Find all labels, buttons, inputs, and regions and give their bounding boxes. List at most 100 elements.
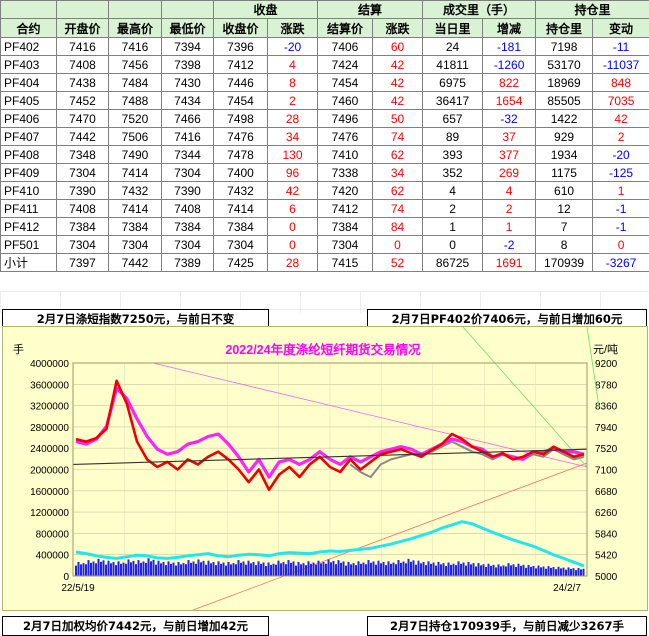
- value-cell: 7476: [214, 128, 268, 146]
- volume-bar: [120, 564, 122, 576]
- volume-bar: [205, 565, 207, 576]
- column-header: 涨跌: [373, 19, 423, 38]
- header-settle: 结算: [318, 1, 423, 19]
- right-tick-label: 6680: [595, 487, 618, 498]
- volume-bar: [143, 561, 145, 576]
- volume-bar: [158, 561, 160, 576]
- column-header: 开盘价: [57, 19, 109, 38]
- volume-bar: [165, 565, 167, 576]
- volume-bar: [560, 568, 562, 576]
- volume-bar: [75, 566, 77, 576]
- volume-bar: [208, 561, 210, 576]
- value-cell: 7384: [109, 218, 162, 236]
- volume-bar: [570, 569, 572, 576]
- volume-bar: [545, 569, 547, 576]
- futures-chart: 4000000360000032000002800000240000020000…: [3, 327, 647, 610]
- value-cell: 1691: [483, 254, 536, 272]
- volume-bar: [393, 563, 395, 576]
- volume-bar: [465, 566, 467, 576]
- volume-bar: [155, 565, 157, 576]
- value-cell: 7408: [162, 200, 214, 218]
- value-cell: 2: [423, 200, 483, 218]
- value-cell: 7398: [162, 56, 214, 74]
- volume-bar: [98, 559, 100, 576]
- left-tick-label: 1600000: [30, 487, 69, 498]
- value-cell: 7432: [109, 182, 162, 200]
- value-cell: 42: [593, 110, 649, 128]
- value-cell: 50: [373, 110, 423, 128]
- volume-bar: [160, 563, 162, 576]
- value-cell: 7304: [162, 164, 214, 182]
- value-cell: -1260: [483, 56, 536, 74]
- volume-bar: [500, 566, 502, 576]
- volume-bar: [215, 565, 217, 576]
- value-cell: 7456: [109, 56, 162, 74]
- left-unit: 手: [13, 342, 24, 356]
- volume-bar: [330, 562, 332, 576]
- volume-bar: [518, 564, 520, 576]
- volume-bar: [123, 563, 125, 576]
- contract-cell: PF412: [1, 218, 57, 236]
- volume-bar: [390, 564, 392, 576]
- quotes-table: 收盘 结算 成交里（手） 持仓里 合约开盘价最高价最低价收盘价涨跌结算价涨跌当日…: [0, 0, 649, 272]
- value-cell: 7384: [57, 218, 109, 236]
- right-tick-label: 6260: [595, 508, 618, 519]
- value-cell: 52: [373, 254, 423, 272]
- right-tick-label: 7940: [595, 423, 618, 434]
- value-cell: 74: [373, 128, 423, 146]
- volume-bar: [203, 561, 205, 576]
- value-cell: 1934: [536, 146, 593, 164]
- note-weighted-price: 2月7日加权均价7442元，与前日增加42元: [2, 616, 269, 636]
- value-cell: 84: [373, 218, 423, 236]
- volume-bar: [253, 562, 255, 576]
- volume-bar: [380, 563, 382, 576]
- volume-bar: [448, 563, 450, 576]
- volume-bar: [115, 565, 117, 576]
- value-cell: 7460: [318, 92, 373, 110]
- volume-bar: [298, 562, 300, 576]
- volume-bar: [230, 564, 232, 576]
- value-cell: 377: [483, 146, 536, 164]
- volume-bar: [398, 560, 400, 576]
- value-cell: 34: [268, 128, 318, 146]
- volume-bar: [580, 569, 582, 576]
- volume-bar: [403, 561, 405, 576]
- volume-bar: [78, 562, 80, 576]
- volume-bar: [188, 560, 190, 576]
- value-cell: 4: [268, 56, 318, 74]
- value-cell: 7434: [162, 92, 214, 110]
- header-open-interest: 持仓里: [536, 1, 649, 19]
- volume-bar: [218, 561, 220, 576]
- volume-bar: [340, 563, 342, 576]
- left-tick-label: 1200000: [30, 508, 69, 519]
- volume-bar: [555, 569, 557, 576]
- volume-bar: [418, 561, 420, 576]
- value-cell: 18969: [536, 74, 593, 92]
- volume-bar: [415, 565, 417, 576]
- volume-bar: [528, 565, 530, 576]
- volume-bar: [333, 561, 335, 576]
- value-cell: 7: [536, 218, 593, 236]
- value-cell: 7394: [162, 38, 214, 56]
- volume-bar: [385, 565, 387, 576]
- volume-bar: [140, 563, 142, 576]
- volume-bar: [170, 564, 172, 576]
- volume-bar: [83, 563, 85, 576]
- volume-bar: [88, 560, 90, 576]
- contract-cell: 小计: [1, 254, 57, 272]
- value-cell: 610: [536, 182, 593, 200]
- value-cell: 42: [373, 92, 423, 110]
- value-cell: 7406: [318, 38, 373, 56]
- volume-bar: [573, 568, 575, 576]
- volume-bar: [138, 560, 140, 576]
- volume-bar: [438, 562, 440, 576]
- volume-bar: [290, 563, 292, 576]
- value-cell: 7476: [318, 128, 373, 146]
- value-cell: 7344: [162, 146, 214, 164]
